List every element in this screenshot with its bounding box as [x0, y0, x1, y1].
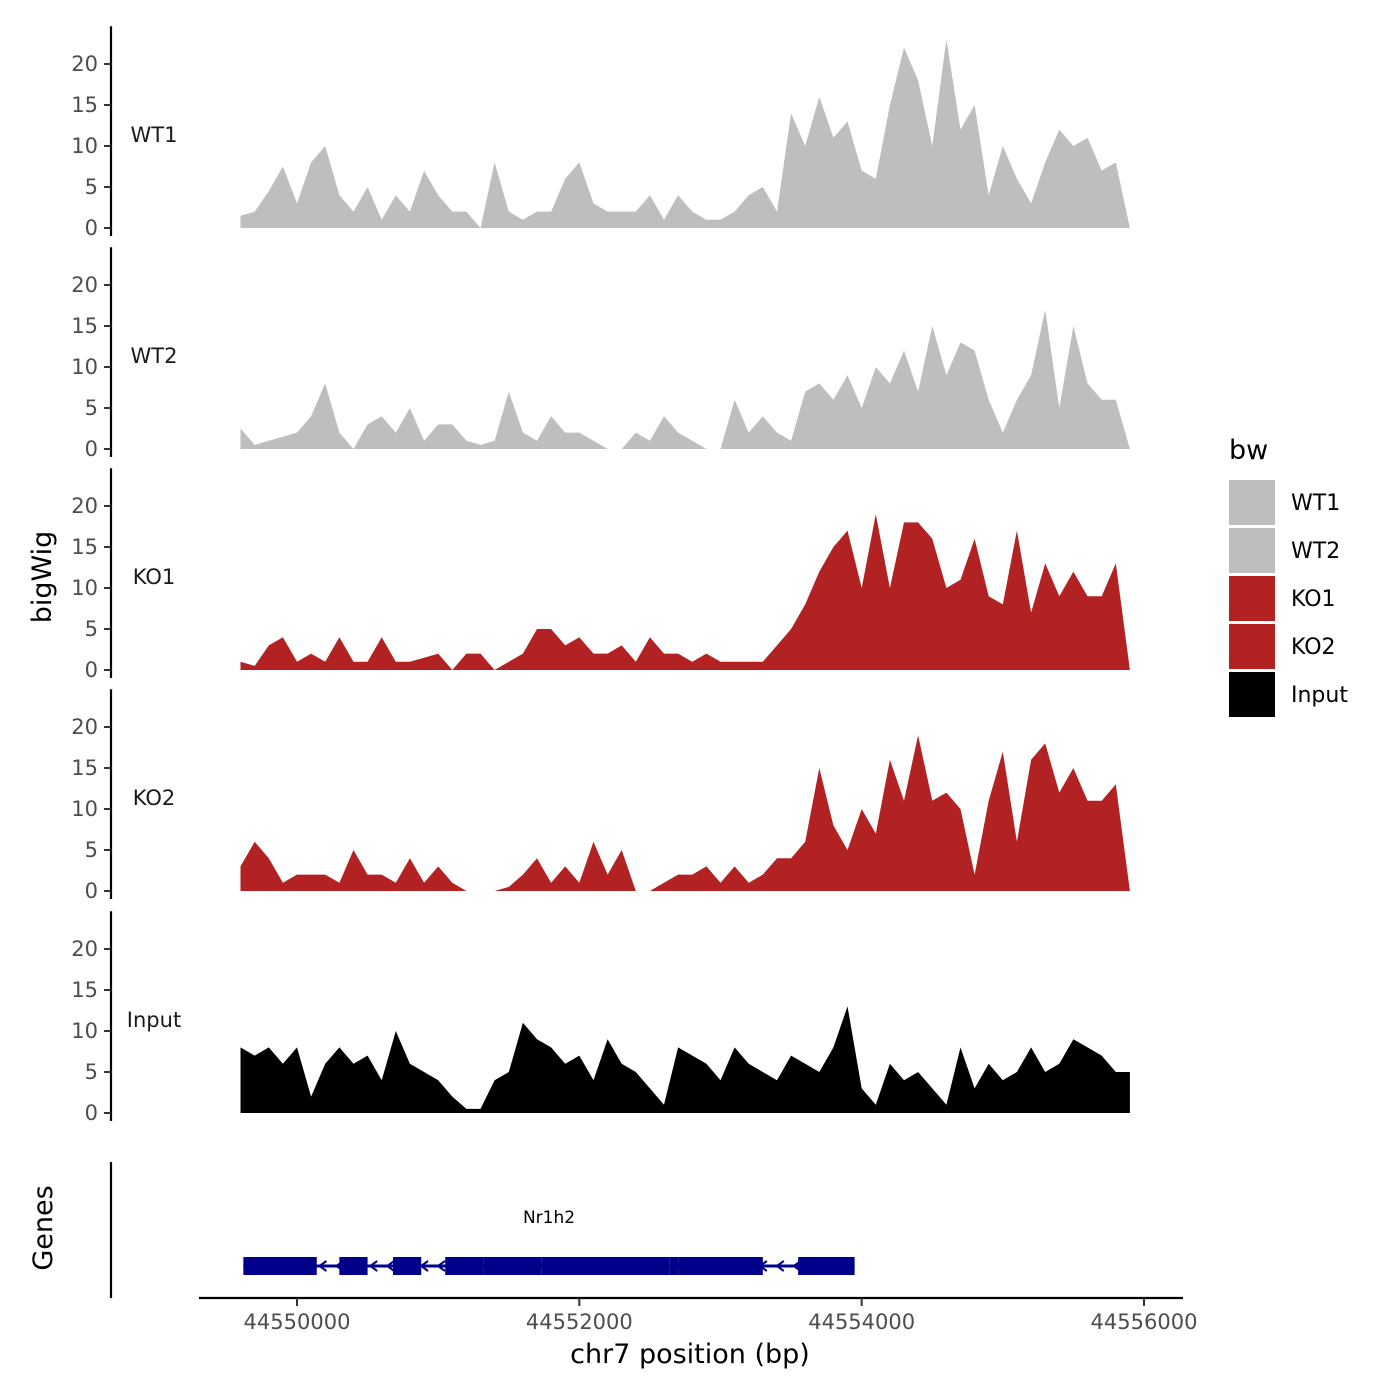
- gene-exon: [541, 1257, 577, 1275]
- y-tick-label: 5: [85, 175, 98, 199]
- y-axis-title: bigWig: [27, 531, 58, 624]
- genes-panel: Genes Nr1h2: [28, 1162, 855, 1298]
- track-label-input: Input: [127, 1008, 181, 1032]
- gene-exon: [392, 1257, 422, 1275]
- y-tick-label: 0: [85, 437, 98, 461]
- track-label-wt1: WT1: [131, 123, 178, 147]
- gene-model: [243, 1257, 855, 1275]
- track-label-wt2: WT2: [131, 344, 178, 368]
- area-wt1: [240, 39, 1130, 229]
- y-tick-label: 0: [85, 216, 98, 240]
- y-tick-label: 10: [71, 797, 98, 821]
- gene-exon: [669, 1257, 679, 1275]
- legend-key-input: [1229, 672, 1275, 717]
- x-axis-title: chr7 position (bp): [570, 1339, 810, 1370]
- gene-exon: [798, 1257, 855, 1275]
- strand-arrow: [385, 1260, 395, 1272]
- strand-arrow: [317, 1260, 327, 1272]
- legend-key-wt2: [1229, 528, 1275, 573]
- y-tick-label: 20: [71, 494, 98, 518]
- legend-label-ko1: KO1: [1291, 587, 1336, 612]
- y-tick-label: 15: [71, 978, 98, 1002]
- y-tick-label: 5: [85, 838, 98, 862]
- gene-exon: [243, 1257, 317, 1275]
- gene-exon: [339, 1257, 368, 1275]
- track-wt1: 0 5 10 15 20 WT1: [71, 26, 1130, 240]
- track-ko2: 0 5 10 15 20 KO2: [71, 689, 1130, 903]
- area-ko2: [240, 735, 1130, 891]
- y-tick-label: 0: [85, 658, 98, 682]
- legend-label-ko2: KO2: [1291, 635, 1336, 660]
- x-ticks: 44550000 44552000 44554000 44556000: [244, 1298, 1198, 1334]
- area-wt2: [240, 309, 1130, 449]
- y-tick-label: 5: [85, 617, 98, 641]
- track-label-ko1: KO1: [133, 565, 176, 589]
- y-tick-label: 20: [71, 273, 98, 297]
- area-input: [240, 1006, 1130, 1113]
- y-tick-label: 5: [85, 396, 98, 420]
- legend: bw WT1 WT2 KO1 KO2 Input: [1229, 435, 1348, 717]
- legend-title: bw: [1229, 435, 1268, 466]
- strand-arrow: [436, 1260, 446, 1272]
- y-tick-label: 15: [71, 535, 98, 559]
- strand-arrow: [775, 1260, 785, 1272]
- gene-exon: [576, 1257, 670, 1275]
- y-tick-label: 20: [71, 715, 98, 739]
- y-tick-label: 5: [85, 1060, 98, 1084]
- tracks-group: 0 5 10 15 20 WT1 0 5 10 15 20 WT2 0 5 10 15 20 KO1 0 5 10 15 2…: [71, 26, 1130, 1125]
- area-ko1: [240, 514, 1130, 670]
- strand-arrow: [368, 1260, 378, 1272]
- track-input: 0 5 10 15 20 Input: [71, 911, 1130, 1125]
- track-label-ko2: KO2: [133, 786, 176, 810]
- legend-key-wt1: [1229, 480, 1275, 525]
- y-tick-label: 0: [85, 879, 98, 903]
- x-tick-label: 44556000: [1091, 1310, 1198, 1334]
- legend-items: WT1 WT2 KO1 KO2 Input: [1229, 480, 1348, 717]
- x-tick-label: 44550000: [244, 1310, 351, 1334]
- gene-exon: [483, 1257, 542, 1275]
- gene-label: Nr1h2: [523, 1208, 575, 1228]
- y-tick-label: 20: [71, 52, 98, 76]
- y-tick-label: 15: [71, 93, 98, 117]
- y-tick-label: 10: [71, 576, 98, 600]
- genes-title: Genes: [28, 1185, 59, 1270]
- legend-label-wt2: WT2: [1291, 539, 1340, 564]
- legend-label-wt1: WT1: [1291, 491, 1340, 516]
- y-tick-label: 20: [71, 937, 98, 961]
- x-tick-label: 44552000: [526, 1310, 633, 1334]
- legend-key-ko2: [1229, 624, 1275, 669]
- y-tick-label: 15: [71, 314, 98, 338]
- legend-key-ko1: [1229, 576, 1275, 621]
- y-tick-label: 10: [71, 1019, 98, 1043]
- track-wt2: 0 5 10 15 20 WT2: [71, 247, 1130, 461]
- y-tick-label: 0: [85, 1101, 98, 1125]
- y-tick-label: 10: [71, 355, 98, 379]
- legend-label-input: Input: [1291, 683, 1348, 708]
- y-tick-label: 10: [71, 134, 98, 158]
- x-axis: 44550000 44552000 44554000 44556000 chr7 po…: [199, 1296, 1198, 1370]
- y-tick-label: 15: [71, 756, 98, 780]
- gene-exon: [678, 1257, 763, 1275]
- x-tick-label: 44554000: [808, 1310, 915, 1334]
- track-ko1: 0 5 10 15 20 KO1: [71, 468, 1130, 682]
- gene-exon: [445, 1257, 484, 1275]
